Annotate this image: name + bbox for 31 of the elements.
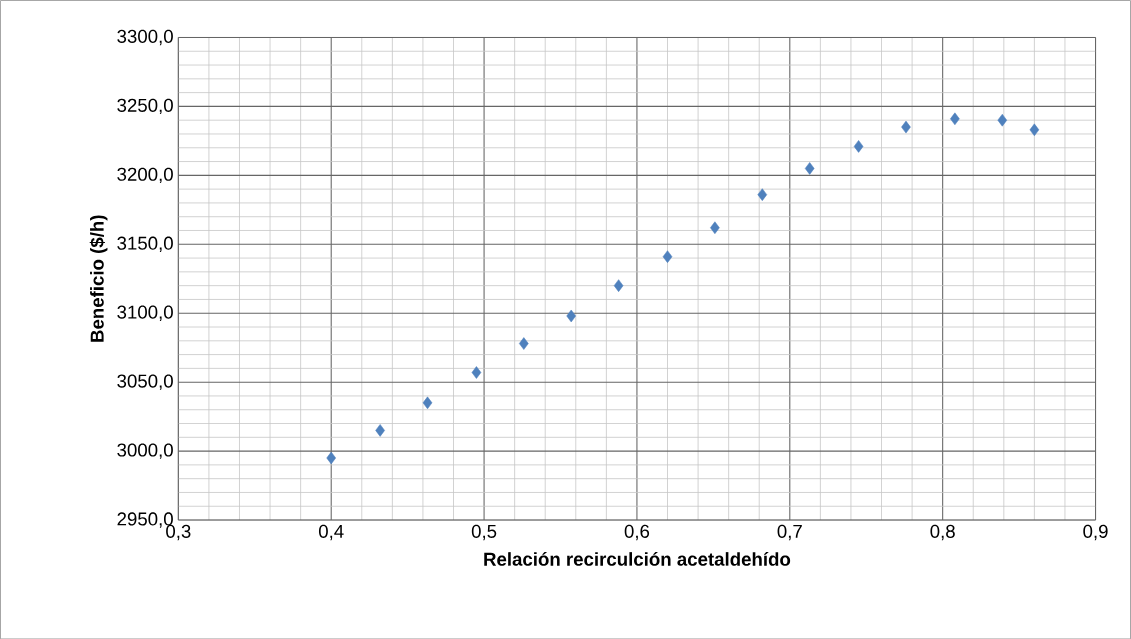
point <box>757 188 768 201</box>
y-tick-label: 3000,0 <box>117 443 173 459</box>
point <box>422 396 433 409</box>
point <box>326 451 336 465</box>
point <box>804 161 815 175</box>
point <box>1029 123 1040 136</box>
point <box>662 250 673 263</box>
point <box>613 279 624 292</box>
y-axis-title: Beneficio ($/h) <box>89 215 108 342</box>
x-tick-label: 0,9 <box>1083 524 1108 540</box>
point <box>853 139 864 153</box>
x-tick-label: 0,4 <box>318 524 344 540</box>
point <box>566 309 576 323</box>
x-tick-label: 0,5 <box>471 524 497 540</box>
point <box>950 112 960 125</box>
y-tick-label: 3150,0 <box>117 236 173 252</box>
y-tick-label: 3200,0 <box>117 167 173 183</box>
y-tick-label: 3250,0 <box>117 98 173 114</box>
point <box>901 120 911 134</box>
x-tick-label: 0,8 <box>930 524 955 540</box>
y-tick-label: 3100,0 <box>117 305 173 321</box>
point <box>375 423 385 437</box>
x-tick-label: 0,7 <box>777 524 802 540</box>
point <box>519 337 529 350</box>
point <box>471 366 482 379</box>
point <box>997 113 1008 127</box>
y-tick-label: 3300,0 <box>117 29 173 45</box>
x-tick-label: 0,6 <box>624 524 650 540</box>
y-tick-label: 3050,0 <box>117 374 173 390</box>
point <box>710 221 720 234</box>
x-axis-title: Relación recirculción acetaldehído <box>484 551 791 566</box>
